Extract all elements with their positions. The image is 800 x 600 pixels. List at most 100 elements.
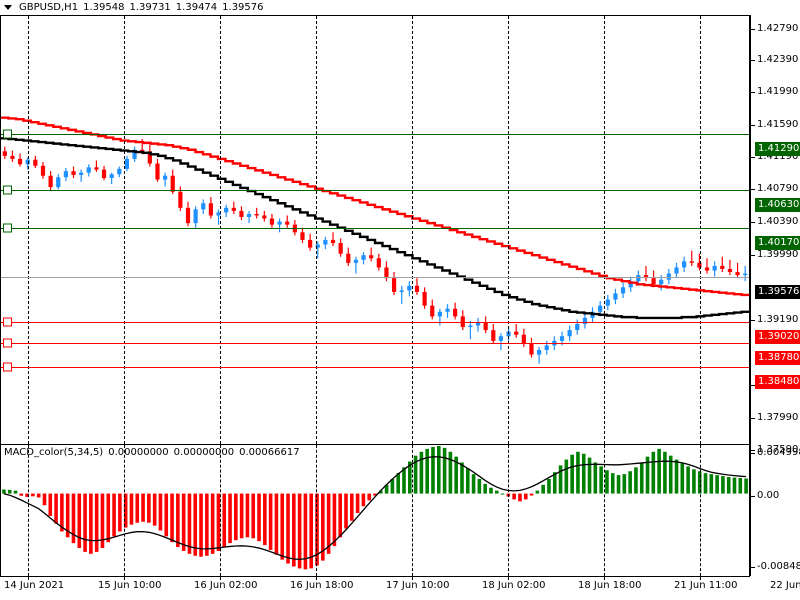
price-tick-label-1.42390: 1.42390 bbox=[757, 54, 799, 65]
level-line-support-1-39020[interactable] bbox=[1, 322, 749, 323]
price-tick-3 bbox=[751, 125, 755, 126]
chevron-down-icon[interactable] bbox=[4, 5, 12, 10]
time-tick-7 bbox=[700, 577, 701, 580]
price-panel-border-right bbox=[749, 15, 750, 444]
time-label-5: 18 Jun 02:00 bbox=[482, 580, 546, 591]
gridline-vertical-0 bbox=[28, 16, 29, 444]
macd-tick-label-2: -0.008482 bbox=[757, 561, 800, 572]
gridline-vertical-3 bbox=[316, 445, 317, 576]
time-label-7: 21 Jun 11:00 bbox=[674, 580, 738, 591]
gridline-vertical-0 bbox=[28, 445, 29, 576]
price-tick-4 bbox=[751, 157, 755, 158]
level-handle-support-1-38780[interactable] bbox=[3, 338, 12, 348]
time-label-4: 17 Jun 10:00 bbox=[386, 580, 450, 591]
macd-series-svg bbox=[2, 445, 748, 570]
time-axis[interactable]: 14 Jun 2021 15 Jun 10:00 16 Jun 02:00 16 Ju… bbox=[0, 577, 800, 600]
gridline-vertical-2 bbox=[220, 16, 221, 444]
level-handle-support-1-39020[interactable] bbox=[3, 317, 12, 327]
macd-value-1: 0.00000000 bbox=[108, 447, 169, 458]
price-tick-label-1.40390: 1.40390 bbox=[757, 216, 799, 227]
price-tick-0 bbox=[751, 29, 755, 30]
price-tick-7 bbox=[751, 255, 755, 256]
price-panel-border-left bbox=[0, 15, 1, 444]
level-line-current-price-1-39576[interactable] bbox=[1, 277, 749, 278]
level-line-resistance-1-40630[interactable] bbox=[1, 190, 749, 191]
time-label-8: 22 Jun 03:00 bbox=[770, 580, 800, 591]
ohlc-low: 1.39474 bbox=[175, 2, 218, 13]
level-handle-resistance-1-40170[interactable] bbox=[3, 223, 12, 233]
macd-indicator-label: MACD_color(5,34,5) bbox=[4, 447, 104, 458]
price-tag-1.38780[interactable]: 1.38780 bbox=[755, 351, 800, 365]
time-tick-4 bbox=[412, 577, 413, 580]
macd-indicator-header: MACD_color(5,34,5) 0.00000000 0.00000000… bbox=[4, 447, 300, 458]
gridline-vertical-2 bbox=[220, 445, 221, 576]
price-tick-5 bbox=[751, 189, 755, 190]
level-handle-support-1-38480[interactable] bbox=[3, 362, 12, 372]
price-tick-label-1.40790: 1.40790 bbox=[757, 183, 799, 194]
macd-axis[interactable]: 0.0049982 0.00 -0.008482 bbox=[751, 445, 800, 576]
gridline-vertical-4 bbox=[412, 16, 413, 444]
gridline-vertical-3 bbox=[316, 16, 317, 444]
macd-tick-label-0: 0.0049982 bbox=[757, 447, 800, 458]
price-tick-label-1.39190: 1.39190 bbox=[757, 314, 799, 325]
time-tick-1 bbox=[124, 577, 125, 580]
level-line-support-1-38480[interactable] bbox=[1, 367, 749, 368]
macd-chart-canvas[interactable] bbox=[1, 445, 749, 576]
price-tick-11 bbox=[751, 450, 755, 451]
price-tick-label-1.41590: 1.41590 bbox=[757, 119, 799, 130]
ohlc-high: 1.39731 bbox=[129, 2, 171, 13]
time-label-6: 18 Jun 18:00 bbox=[578, 580, 642, 591]
macd-tick-0 bbox=[751, 453, 755, 454]
price-tag-1.40630[interactable]: 1.40630 bbox=[755, 198, 800, 212]
price-tick-label-1.42790: 1.42790 bbox=[757, 23, 799, 34]
level-line-resistance-1-41290[interactable] bbox=[1, 134, 749, 135]
time-tick-5 bbox=[508, 577, 509, 580]
price-tick-9 bbox=[751, 385, 755, 386]
macd-value-3: 0.00066617 bbox=[239, 447, 300, 458]
gridline-vertical-1 bbox=[124, 445, 125, 576]
symbol-timeframe-label: GBPUSD,H1 bbox=[19, 2, 79, 13]
macd-value-2: 0.00000000 bbox=[173, 447, 235, 458]
price-series-svg bbox=[1, 116, 749, 364]
price-tag-1.38480[interactable]: 1.38480 bbox=[755, 375, 800, 389]
macd-tick-1 bbox=[751, 496, 755, 497]
price-tag-1.39020[interactable]: 1.39020 bbox=[755, 330, 800, 344]
price-tick-1 bbox=[751, 60, 755, 61]
level-line-resistance-1-40170[interactable] bbox=[1, 228, 749, 229]
macd-tick-2 bbox=[751, 567, 755, 568]
price-chart-canvas[interactable] bbox=[1, 16, 749, 444]
time-label-1: 15 Jun 10:00 bbox=[98, 580, 162, 591]
macd-border-right bbox=[749, 445, 750, 576]
time-tick-2 bbox=[220, 577, 221, 580]
gridline-vertical-7 bbox=[700, 16, 701, 444]
price-tick-label-1.37590: 1.37590 bbox=[757, 444, 799, 455]
ohlc-close: 1.39576 bbox=[222, 2, 264, 13]
macd-tick-label-1: 0.00 bbox=[757, 490, 780, 501]
gridline-vertical-6 bbox=[604, 445, 605, 576]
time-label-2: 16 Jun 02:00 bbox=[194, 580, 258, 591]
price-tick-8 bbox=[751, 320, 755, 321]
price-tick-label-1.41190: 1.41190 bbox=[757, 151, 799, 162]
level-line-support-1-38780[interactable] bbox=[1, 343, 749, 344]
header-divider bbox=[0, 15, 750, 16]
price-tag-1.40170[interactable]: 1.40170 bbox=[755, 236, 800, 250]
price-axis[interactable]: 1.42790 1.42390 1.41990 1.41590 1.41190 1.407… bbox=[751, 15, 800, 455]
ohlc-open: 1.39548 bbox=[83, 2, 125, 13]
price-tick-10 bbox=[751, 418, 755, 419]
time-tick-0 bbox=[28, 577, 29, 580]
panel-divider bbox=[0, 444, 750, 445]
gridline-vertical-6 bbox=[604, 16, 605, 444]
time-label-3: 16 Jun 18:00 bbox=[290, 580, 354, 591]
chart-header: GBPUSD,H1 1.39548 1.39731 1.39474 1.3957… bbox=[0, 0, 750, 15]
level-handle-resistance-1-40630[interactable] bbox=[3, 185, 12, 195]
macd-border-left bbox=[0, 445, 1, 576]
price-tag-1.39576[interactable]: 1.39576 bbox=[755, 285, 800, 299]
time-tick-3 bbox=[316, 577, 317, 580]
gridline-vertical-7 bbox=[700, 445, 701, 576]
price-tick-2 bbox=[751, 92, 755, 93]
level-handle-resistance-1-41290[interactable] bbox=[3, 129, 12, 139]
price-tag-1.41290[interactable]: 1.41290 bbox=[755, 142, 800, 156]
time-tick-6 bbox=[604, 577, 605, 580]
gridline-vertical-4 bbox=[412, 445, 413, 576]
